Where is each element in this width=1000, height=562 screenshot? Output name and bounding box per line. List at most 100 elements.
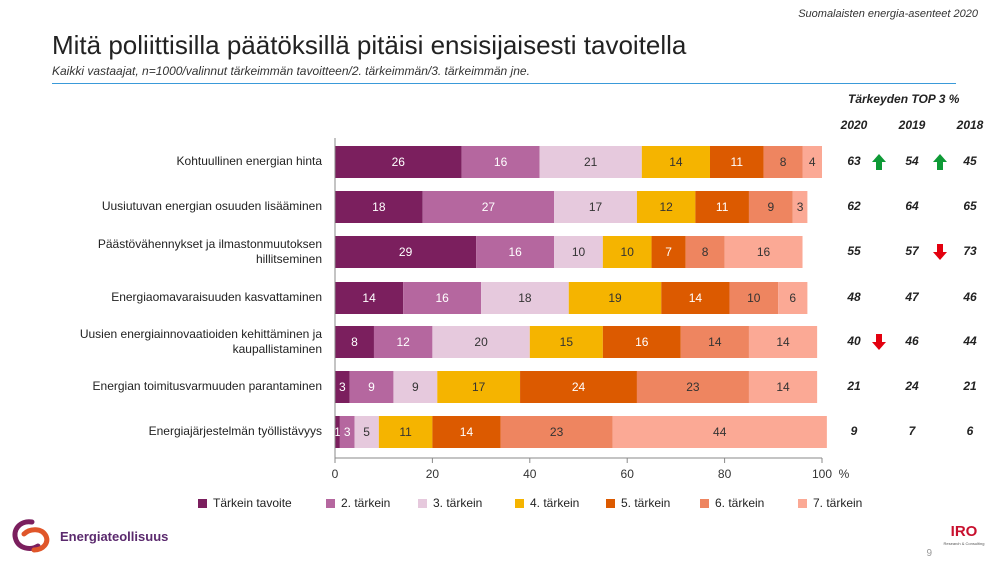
bar-value-label: 9 xyxy=(368,380,375,394)
bar-segment xyxy=(661,282,730,314)
bar-segment xyxy=(636,191,696,223)
bar-segment xyxy=(602,236,652,268)
bar-segment xyxy=(354,416,379,448)
bar-segment xyxy=(422,191,555,223)
legend-swatch xyxy=(198,498,207,508)
bar-value-label: 24 xyxy=(572,380,586,394)
category-label: Uusien energiainnovaatioiden kehittämine… xyxy=(79,327,322,356)
legend-label: 3. tärkein xyxy=(433,496,483,510)
category-label: Uusiutuvan energian osuuden lisääminen xyxy=(101,199,322,213)
legend-label: 2. tärkein xyxy=(341,496,391,510)
bar-segment xyxy=(476,236,555,268)
bar-segment xyxy=(641,146,710,178)
top3-value: 54 xyxy=(905,154,919,168)
energiateollisuus-logo-icon xyxy=(12,519,50,553)
bar-segment xyxy=(636,371,749,403)
bar-segment xyxy=(461,146,540,178)
bar-value-label: 16 xyxy=(435,291,449,305)
bar-segment xyxy=(481,282,569,314)
bar-value-label: 8 xyxy=(780,155,787,169)
bar-value-label: 15 xyxy=(560,335,574,349)
bar-segment xyxy=(724,236,803,268)
bar-value-label: 16 xyxy=(494,155,508,169)
bar-segment xyxy=(437,371,521,403)
bar-value-label: 16 xyxy=(509,245,523,259)
legend-swatch xyxy=(515,498,524,508)
bar-value-label: 27 xyxy=(482,200,496,214)
arrow-down-icon xyxy=(933,244,947,260)
bar-segment xyxy=(748,326,818,358)
bar-value-label: 3 xyxy=(344,425,351,439)
category-label: Päästövähennykset ja ilmastonmuutoksen h… xyxy=(97,237,322,266)
top3-value: 63 xyxy=(847,154,861,168)
bar-value-label: 18 xyxy=(372,200,386,214)
bar-segment xyxy=(335,371,350,403)
top3-value: 21 xyxy=(963,379,977,393)
legend-swatch xyxy=(700,498,709,508)
bar-segment xyxy=(335,282,404,314)
bar-value-label: 16 xyxy=(757,245,771,259)
top3-value: 48 xyxy=(847,290,861,304)
bar-segment xyxy=(539,146,642,178)
top3-value: 62 xyxy=(847,199,861,213)
arrow-down-icon xyxy=(872,334,886,350)
bar-value-label: 12 xyxy=(659,200,673,214)
top3-value: 24 xyxy=(905,379,919,393)
bar-value-label: 14 xyxy=(689,291,703,305)
page-number: 9 xyxy=(926,548,932,559)
bar-value-label: 19 xyxy=(608,291,622,305)
bar-segment xyxy=(792,191,808,223)
bar-segment xyxy=(778,282,808,314)
bar-value-label: 44 xyxy=(713,425,727,439)
bar-value-label: 16 xyxy=(635,335,649,349)
top3-value: 45 xyxy=(963,154,977,168)
top3-value: 46 xyxy=(905,334,919,348)
x-tick-label: 100 xyxy=(812,467,832,481)
arrow-up-icon xyxy=(933,154,947,170)
legend-label: 7. tärkein xyxy=(813,496,863,510)
bar-segment xyxy=(500,416,613,448)
bar-segment xyxy=(335,236,477,268)
bar-segment xyxy=(335,146,462,178)
bar-value-label: 20 xyxy=(474,335,488,349)
legend-item: 6. tärkein xyxy=(700,496,764,510)
bar-value-label: 14 xyxy=(362,291,376,305)
bar-value-label: 3 xyxy=(339,380,346,394)
legend-label: 6. tärkein xyxy=(715,496,765,510)
bar-value-label: 14 xyxy=(776,335,790,349)
top3-value: 47 xyxy=(905,290,919,304)
bar-value-label: 9 xyxy=(768,200,775,214)
bar-segment xyxy=(685,236,725,268)
bar-segment xyxy=(729,282,779,314)
bar-segment xyxy=(335,326,374,358)
x-tick-label: 40 xyxy=(523,467,537,481)
bar-value-label: 6 xyxy=(789,291,796,305)
legend-item: Tärkein tavoite xyxy=(198,496,292,510)
bar-segment xyxy=(339,416,355,448)
bar-segment xyxy=(763,146,803,178)
bar-value-label: 5 xyxy=(363,425,370,439)
legend-swatch xyxy=(326,498,335,508)
arrow-up-icon xyxy=(872,154,886,170)
category-label: Energian toimitusvarmuuden parantaminen xyxy=(92,379,322,393)
bar-value-label: 14 xyxy=(776,380,790,394)
top3-value: 6 xyxy=(966,424,974,438)
bar-value-label: 14 xyxy=(708,335,722,349)
bar-segment xyxy=(554,236,603,268)
category-label: Kohtuullinen energian hinta xyxy=(176,154,322,168)
x-tick-label: 0 xyxy=(332,467,339,481)
bar-value-label: 4 xyxy=(809,155,816,169)
logo-text: Energiateollisuus xyxy=(60,528,169,544)
top3-value: 21 xyxy=(847,379,861,393)
legend-item: 4. tärkein xyxy=(515,496,579,510)
bar-segment xyxy=(709,146,764,178)
legend-swatch xyxy=(798,498,807,508)
bar-segment xyxy=(393,371,438,403)
bar-segment xyxy=(335,191,423,223)
bar-value-label: 8 xyxy=(351,335,358,349)
bar-segment xyxy=(432,326,530,358)
iro-logo-text: IRO xyxy=(951,523,978,540)
bar-value-label: 14 xyxy=(460,425,474,439)
bar-value-label: 12 xyxy=(397,335,411,349)
